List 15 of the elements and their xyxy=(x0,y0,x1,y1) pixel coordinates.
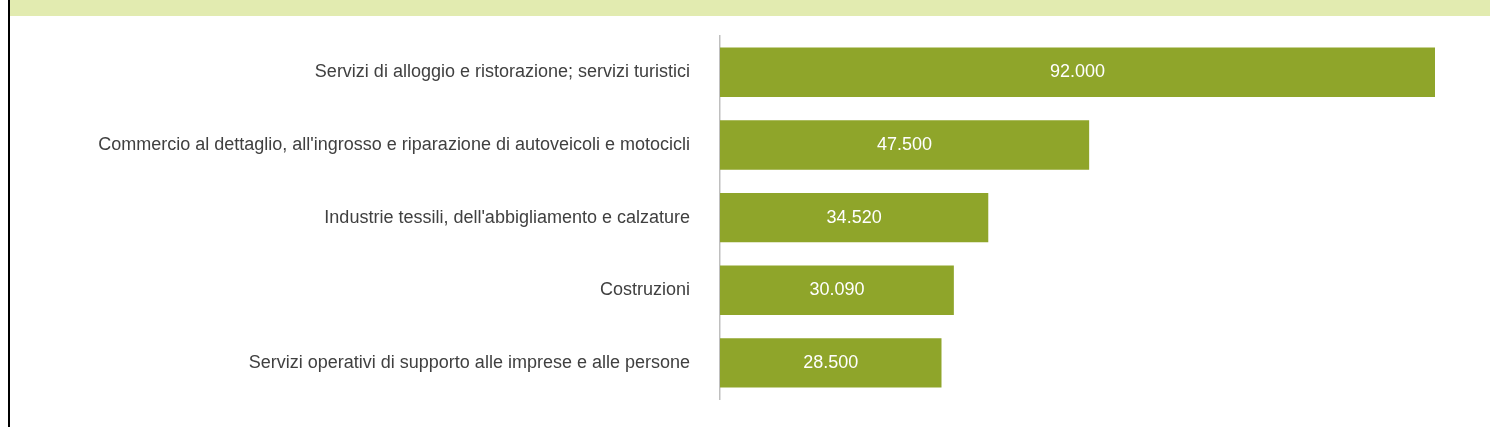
y-tick-label: Servizi operativi di supporto alle imprese e alle persone xyxy=(248,351,690,372)
bar xyxy=(720,338,942,388)
data-label: 34.520 xyxy=(826,206,882,227)
y-tick-label: Industrie tessili, dell'abbigliamento e calzature xyxy=(324,206,690,227)
y-tick-label: Commercio al dettaglio, all'ingrosso e riparazione di autoveicoli e motocicli xyxy=(98,133,690,154)
y-tick-label: Servizi di alloggio e ristorazione; servizi turistici xyxy=(314,61,690,82)
y-tick-label: Costruzioni xyxy=(599,279,690,300)
bar xyxy=(720,192,989,243)
bar xyxy=(720,265,954,315)
data-label: 30.090 xyxy=(809,279,865,300)
data-label: 28.500 xyxy=(803,351,859,372)
data-label: 47.500 xyxy=(877,133,933,154)
bar xyxy=(720,120,1090,170)
bar xyxy=(720,47,1435,98)
data-label: 92.000 xyxy=(1049,61,1106,82)
